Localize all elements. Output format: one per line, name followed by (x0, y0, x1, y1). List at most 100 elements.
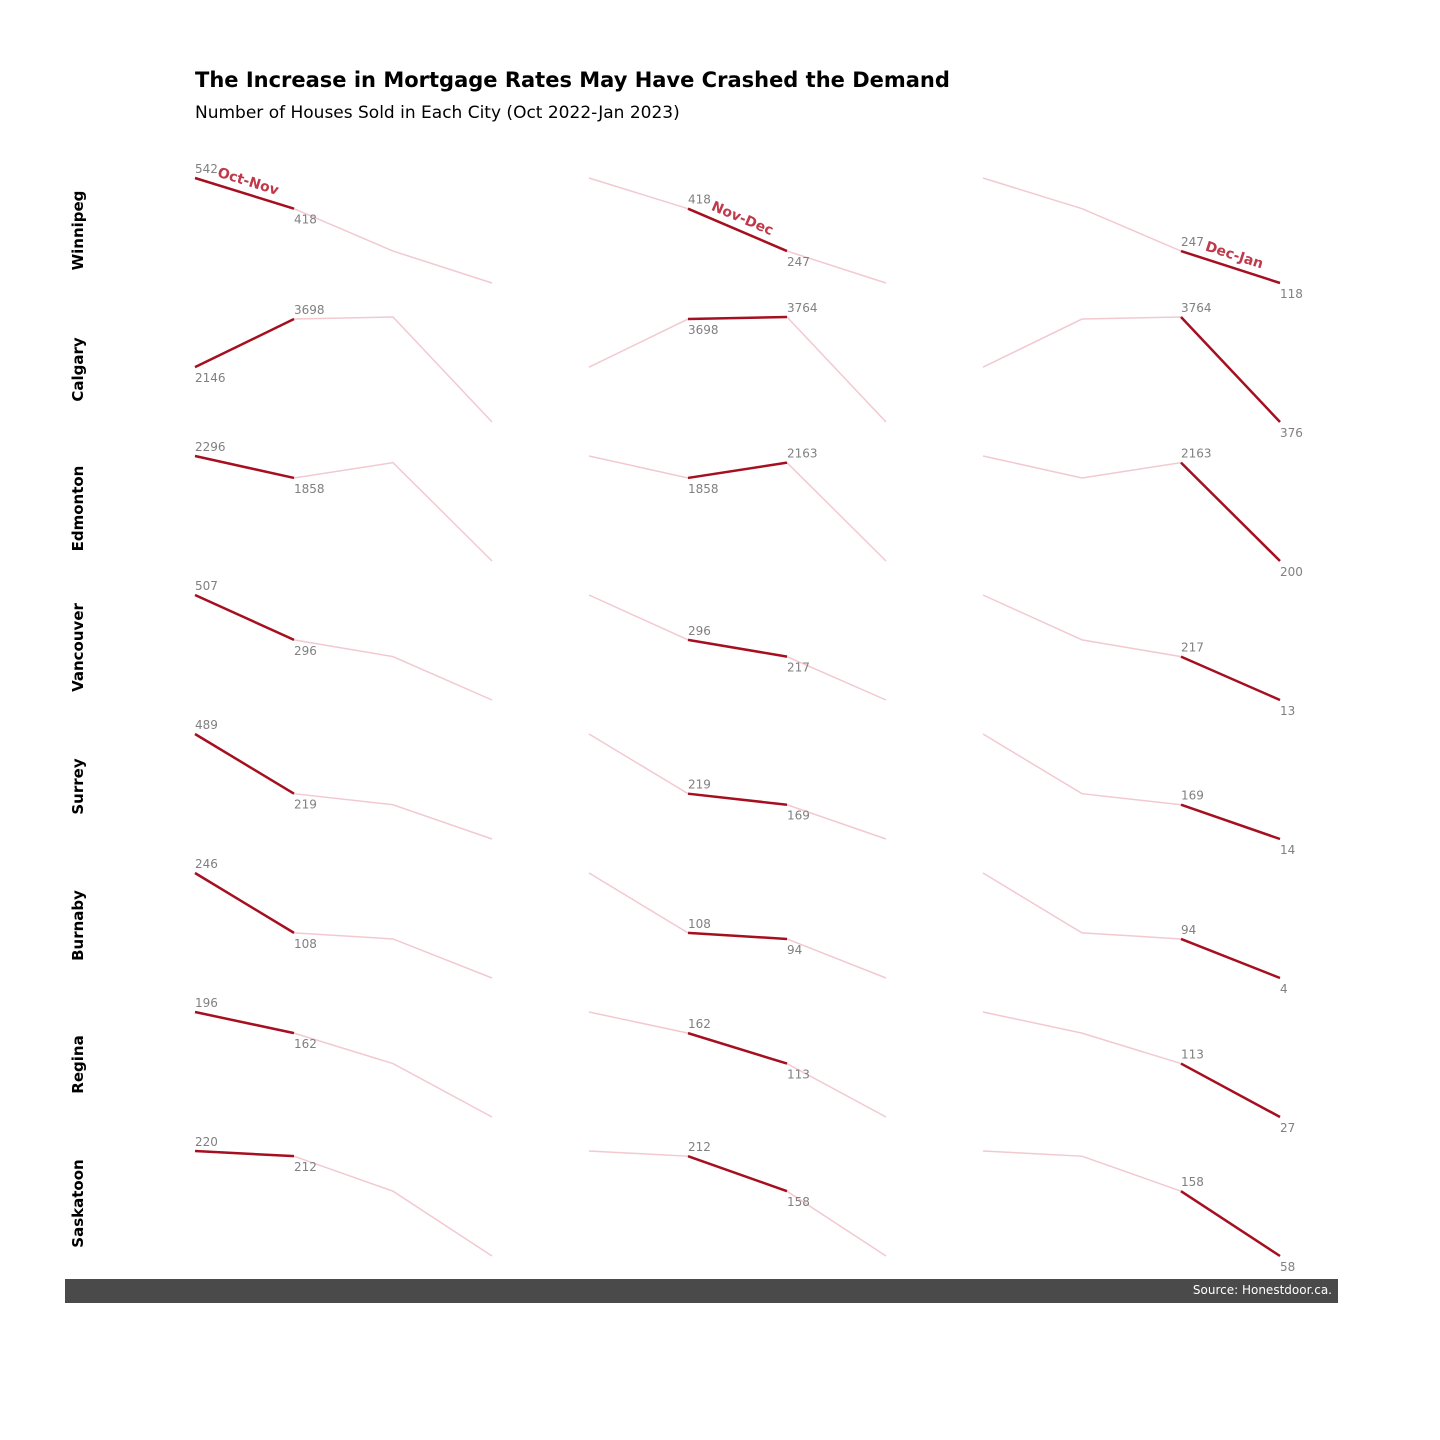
highlight-segment-surrey-oct-nov (194, 732, 295, 795)
data-label: 169 (1181, 789, 1204, 803)
context-line-calgary-2 (982, 316, 1281, 423)
data-label: 247 (1181, 235, 1204, 249)
context-line-edmonton-0 (194, 455, 493, 562)
data-label: 158 (1181, 1175, 1204, 1189)
context-line-calgary-0 (194, 316, 493, 423)
data-label: 113 (1181, 1048, 1204, 1062)
highlight-segment-edmonton-oct-nov (194, 454, 295, 480)
highlight-segment-calgary-dec-jan (1180, 316, 1281, 423)
data-label: 296 (294, 644, 317, 658)
highlight-segment-burnaby-dec-jan (1180, 937, 1281, 980)
source-text: Source: Honestdoor.ca. (1192, 1283, 1332, 1297)
data-label: 507 (195, 579, 218, 593)
data-label: 3764 (1181, 301, 1212, 315)
highlight-segment-vancouver-dec-jan (1180, 655, 1281, 702)
row-label-burnaby: Burnaby (69, 890, 87, 961)
data-label: 2296 (195, 440, 226, 454)
data-label: 158 (787, 1195, 810, 1209)
context-line-calgary-1 (588, 316, 887, 423)
data-label: 27 (1280, 1121, 1295, 1135)
data-label: 113 (787, 1068, 810, 1082)
context-line-burnaby-0 (194, 872, 493, 979)
data-label: 4 (1280, 982, 1288, 996)
data-label: 219 (688, 778, 711, 792)
row-label-surrey: Surrey (69, 758, 87, 814)
data-label: 219 (294, 798, 317, 812)
context-line-saskatoon-0 (194, 1150, 493, 1257)
data-label: 418 (294, 213, 317, 227)
highlight-segment-saskatoon-nov-dec (687, 1155, 788, 1193)
data-label: 94 (1181, 923, 1196, 937)
context-line-saskatoon-1 (588, 1150, 887, 1257)
data-label: 162 (294, 1037, 317, 1051)
context-line-regina-0 (194, 1011, 493, 1118)
highlight-segment-surrey-nov-dec (687, 792, 788, 806)
data-label: 246 (195, 857, 218, 871)
context-line-edmonton-2 (982, 455, 1281, 562)
data-label: 3698 (294, 303, 325, 317)
row-label-vancouver: Vancouver (69, 602, 87, 691)
data-label: 296 (688, 624, 711, 638)
context-line-burnaby-2 (982, 872, 1281, 979)
data-label: 2163 (1181, 447, 1212, 461)
highlight-segment-saskatoon-oct-nov (194, 1149, 295, 1158)
context-line-saskatoon-2 (982, 1150, 1281, 1257)
data-label: 118 (1280, 287, 1303, 301)
context-line-burnaby-1 (588, 872, 887, 979)
context-line-winnipeg-2 (982, 177, 1281, 284)
context-line-surrey-1 (588, 733, 887, 840)
data-label: 3698 (688, 323, 719, 337)
data-label: 217 (1181, 641, 1204, 655)
data-label: 2163 (787, 447, 818, 461)
data-label: 212 (294, 1160, 317, 1174)
data-label: 169 (787, 809, 810, 823)
data-label: 247 (787, 255, 810, 269)
data-label: 200 (1280, 565, 1303, 579)
row-label-saskatoon: Saskatoon (69, 1159, 87, 1247)
highlight-segment-calgary-nov-dec (687, 315, 788, 321)
row-label-winnipeg: Winnipeg (69, 191, 87, 271)
data-label: 489 (195, 718, 218, 732)
data-label: 196 (195, 996, 218, 1010)
data-label: 212 (688, 1140, 711, 1154)
context-line-winnipeg-0 (194, 177, 493, 284)
source-bar: Source: Honestdoor.ca. (65, 1279, 1338, 1303)
data-label: 13 (1280, 704, 1295, 718)
chart-subtitle: Number of Houses Sold in Each City (Oct … (195, 103, 680, 123)
data-label: 162 (688, 1017, 711, 1031)
data-label: 3764 (787, 301, 818, 315)
highlight-segment-calgary-oct-nov (194, 317, 295, 369)
data-label: 2146 (195, 371, 226, 385)
data-label: 220 (195, 1135, 218, 1149)
context-line-edmonton-1 (588, 455, 887, 562)
highlight-segment-burnaby-nov-dec (687, 931, 788, 941)
row-label-regina: Regina (69, 1035, 87, 1093)
context-line-surrey-0 (194, 733, 493, 840)
chart-title: The Increase in Mortgage Rates May Have … (195, 68, 950, 92)
highlight-segment-vancouver-oct-nov (194, 593, 295, 641)
data-label: 108 (294, 937, 317, 951)
highlight-segment-regina-oct-nov (194, 1010, 295, 1035)
context-line-regina-1 (588, 1011, 887, 1118)
data-label: 108 (688, 917, 711, 931)
data-label: 94 (787, 943, 802, 957)
highlight-segment-saskatoon-dec-jan (1180, 1190, 1281, 1258)
data-label: 58 (1280, 1260, 1295, 1274)
highlight-segment-winnipeg-oct-nov (194, 176, 295, 210)
highlight-segment-edmonton-dec-jan (1180, 461, 1281, 562)
context-line-vancouver-2 (982, 594, 1281, 701)
data-label: 418 (688, 193, 711, 207)
highlight-segment-burnaby-oct-nov (194, 871, 295, 934)
data-label: 542 (195, 162, 218, 176)
highlight-segment-winnipeg-dec-jan (1180, 249, 1281, 285)
highlight-segment-surrey-dec-jan (1180, 803, 1281, 841)
highlight-segment-regina-nov-dec (687, 1031, 788, 1065)
row-label-edmonton: Edmonton (69, 466, 87, 552)
context-line-vancouver-0 (194, 594, 493, 701)
data-label: 376 (1280, 426, 1303, 440)
highlight-segment-regina-dec-jan (1180, 1062, 1281, 1119)
highlight-segment-vancouver-nov-dec (687, 638, 788, 658)
data-label: 14 (1280, 843, 1295, 857)
data-label: 1858 (294, 482, 325, 496)
